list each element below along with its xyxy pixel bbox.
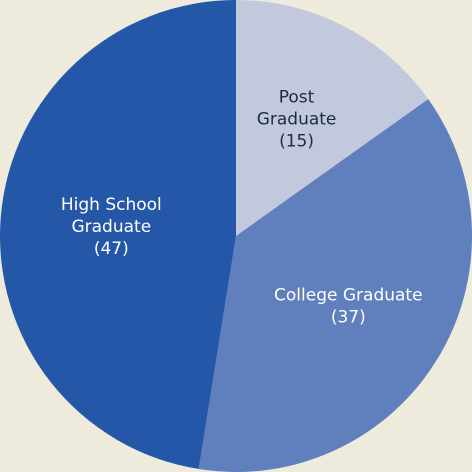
- slice-label-line: College Graduate: [274, 286, 423, 306]
- pie-slice-college-graduate: [198, 99, 472, 472]
- slice-label-college-graduate: College Graduate (37): [274, 286, 423, 328]
- slice-label-line: (47): [94, 239, 129, 259]
- pie-labels: Post Graduate (15)College Graduate (37)High…: [61, 88, 423, 328]
- slice-label-line: Post: [279, 88, 315, 108]
- slice-label-line: (37): [331, 308, 366, 328]
- pie-slice-post-graduate: [236, 0, 429, 236]
- slice-label-line: (15): [279, 132, 314, 152]
- slice-label-post-graduate: Post Graduate (15): [257, 88, 337, 152]
- slice-label-line: Graduate: [257, 110, 337, 130]
- slice-label-high-school-graduate: High School Graduate (47): [61, 195, 162, 259]
- pie-slice-high-school-graduate: [0, 0, 236, 470]
- slice-label-line: High School: [61, 195, 162, 215]
- slice-label-line: Graduate: [71, 217, 151, 237]
